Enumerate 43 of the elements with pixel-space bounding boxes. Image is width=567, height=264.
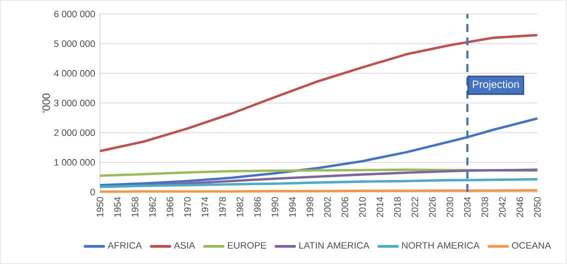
x-tick-label: 2018 (394, 197, 401, 218)
x-tick-label: 2010 (359, 197, 366, 218)
x-tick-label: 2014 (376, 196, 384, 218)
x-tick-label: 1962 (149, 197, 156, 217)
x-tick-label: 1986 (254, 197, 261, 217)
x-tick-label: 1970 (184, 197, 191, 217)
line-series (98, 178, 539, 188)
x-tick-label: 2006 (342, 197, 348, 218)
x-tick-label: 1974 (202, 196, 208, 217)
x-tick-label: 1978 (219, 197, 226, 217)
y-tick-label: 2 000 000 (54, 129, 95, 136)
legend-label: EUROPE (228, 242, 266, 249)
line-series (98, 34, 539, 152)
x-tick-label: 2050 (534, 197, 541, 218)
x-tick-label: 2030 (446, 197, 454, 218)
y-tick-label: 1 000 000 (54, 159, 95, 166)
x-tick-label: 2046 (516, 197, 524, 218)
x-tick-label: 1954 (114, 196, 121, 217)
x-tick-label: 2042 (499, 197, 506, 218)
x-tick-label: 2026 (429, 197, 436, 218)
y-axis-title: '000 (42, 94, 50, 112)
y-tick-label: 5 000 000 (54, 40, 95, 47)
y-tick-label: 4 000 000 (54, 70, 95, 77)
legend-label: AFRICA (108, 242, 142, 249)
x-tick-label: 1990 (272, 197, 278, 217)
x-tick-label: 1998 (306, 197, 314, 217)
legend-label: OCEANA (512, 242, 551, 249)
legend-label: NORTH AMERICA (402, 242, 480, 249)
x-tick-label: 2022 (412, 197, 418, 218)
y-tick-label: 6 000 000 (54, 10, 95, 18)
x-tick-label: 1994 (289, 196, 296, 217)
legend-label: ASIA (174, 242, 196, 249)
y-tick-label: 0 (90, 188, 95, 196)
x-tick-label: 1982 (236, 197, 244, 217)
x-tick-label: 1950 (96, 197, 104, 217)
x-tick-label: 2002 (324, 197, 331, 218)
legend-label: LATIN AMERICA (299, 242, 370, 249)
ref-line-label: Projection (472, 80, 519, 90)
x-tick-label: 1966 (166, 197, 174, 217)
x-tick-label: 1958 (132, 197, 138, 217)
y-tick-label: 3 000 000 (54, 100, 95, 106)
x-tick-label: 2034 (464, 196, 471, 218)
x-tick-label: 2038 (482, 197, 488, 218)
